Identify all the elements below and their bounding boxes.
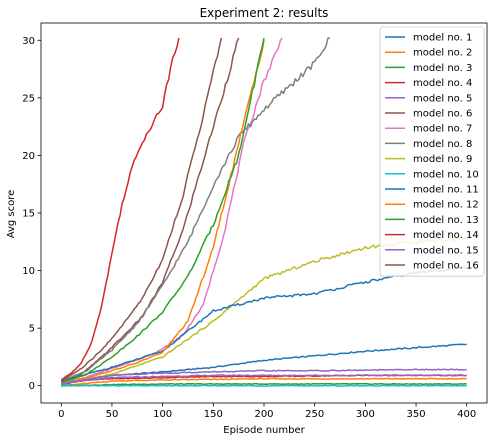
series-line-2 [61,377,467,387]
x-tick-label: 0 [58,409,64,420]
legend-label: model no. 1 [413,33,472,44]
x-tick-label: 50 [106,409,119,420]
x-tick-label: 350 [406,409,425,420]
series-line-3 [61,382,467,387]
series-line-5 [61,374,467,385]
x-tick-label: 200 [254,409,273,420]
legend-label: model no. 13 [413,215,479,226]
legend-label: model no. 15 [413,245,479,256]
x-tick-label: 400 [457,409,476,420]
legend-label: model no. 16 [413,261,479,272]
legend-label: model no. 3 [413,63,472,74]
series-line-14 [60,37,180,381]
y-tick-label: 10 [22,266,35,277]
series-line-13 [60,37,265,384]
legend-label: model no. 8 [413,139,472,150]
legend-label: model no. 14 [413,230,479,241]
x-axis-label: Episode number [223,425,305,436]
legend-label: model no. 12 [413,200,479,211]
y-tick-label: 0 [29,381,35,392]
y-tick-label: 25 [22,93,35,104]
legend: model no. 1 model no. 2 model no. 3 model n… [379,26,485,277]
y-tick-label: 30 [22,36,35,47]
series-line-16 [61,37,223,382]
x-tick-label: 300 [356,409,375,420]
x-tick-label: 100 [153,409,172,420]
legend-label: model no. 4 [413,78,472,89]
legend-box [379,26,485,277]
legend-label: model no. 9 [413,154,472,165]
legend-label: model no. 7 [413,124,472,135]
legend-label: model no. 11 [413,185,479,196]
legend-label: model no. 5 [413,93,472,104]
series-line-15 [61,368,467,385]
legend-label: model no. 2 [413,48,472,59]
x-tick-label: 250 [305,409,324,420]
x-tick-label: 150 [204,409,223,420]
series-line-10 [61,384,467,387]
chart-title: Experiment 2: results [200,6,329,20]
legend-label: model no. 6 [413,109,472,120]
series-line-8 [60,37,330,382]
y-tick-label: 20 [22,151,35,162]
y-axis-label: Avg score [6,190,17,239]
legend-label: model no. 10 [413,169,479,180]
y-tick-label: 5 [29,324,35,335]
y-tick-label: 15 [22,209,35,220]
series-line-6 [61,37,240,383]
